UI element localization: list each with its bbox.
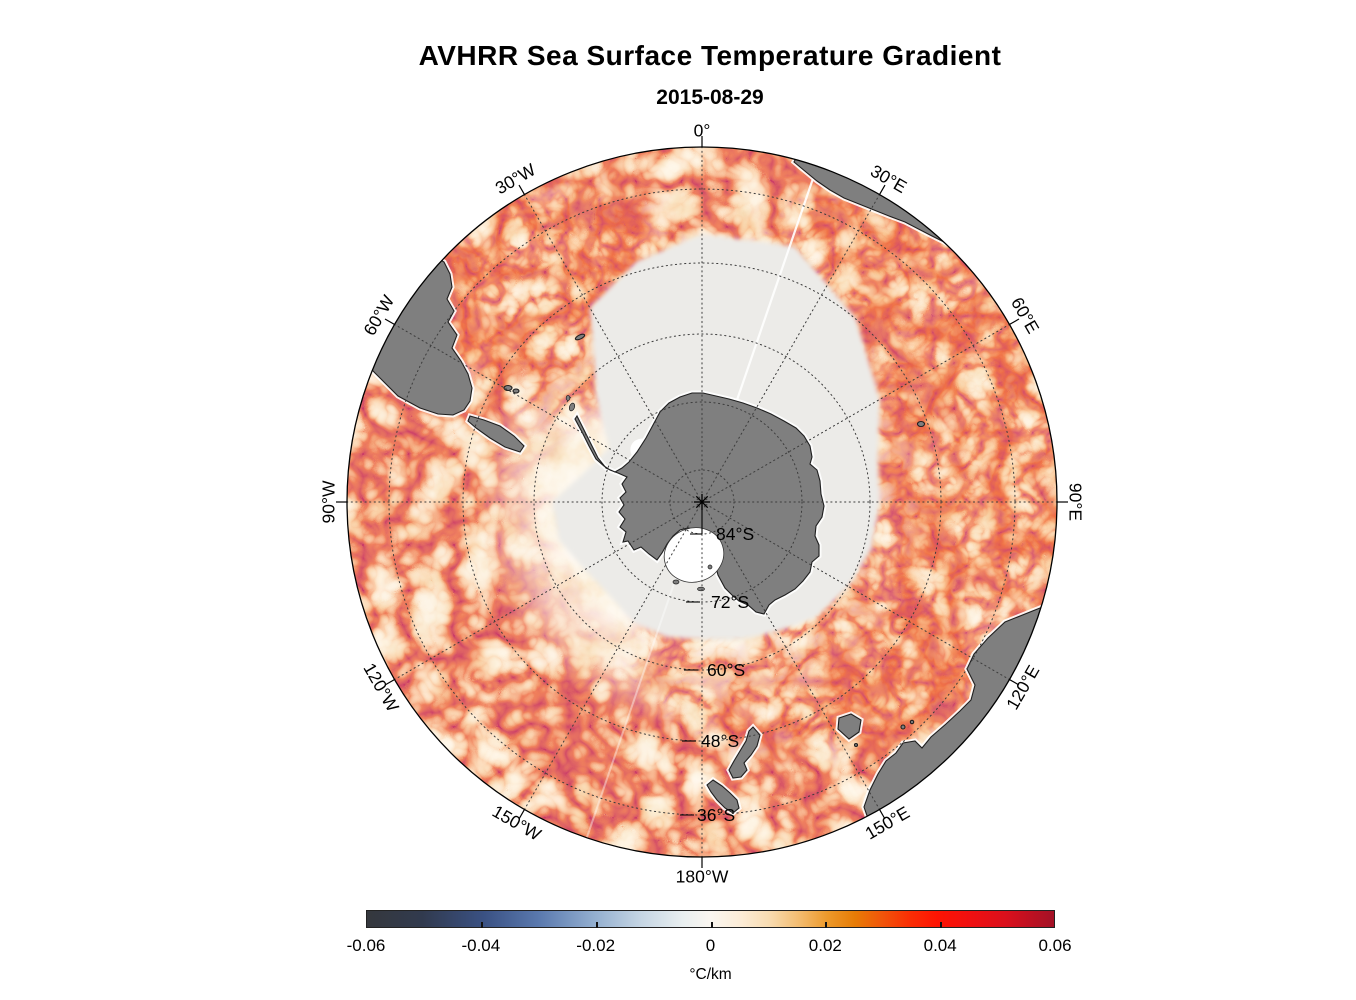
- lat-label-36s: 36°S: [697, 805, 735, 825]
- lon-label-90e: 90°E: [1065, 483, 1085, 521]
- latitude-labels: 84°S 72°S 60°S 48°S 36°S: [697, 524, 754, 825]
- colorbar-tick-label: -0.04: [461, 936, 501, 955]
- figure-date-subtitle: 2015-08-29: [656, 86, 764, 109]
- colorbar-tick-label: 0.04: [923, 936, 957, 955]
- lat-label-60s: 60°S: [707, 660, 745, 680]
- colorbar-tick: [480, 922, 483, 928]
- colorbar-tick-label: 0: [705, 936, 716, 955]
- falkland-islands-east: [512, 388, 520, 394]
- figure-title: AVHRR Sea Surface Temperature Gradient: [418, 40, 1002, 71]
- longitude-ticks: [336, 136, 1068, 868]
- colorbar: -0.06 -0.04 -0.02 0 0.02 0.04 0.06 °C/km: [347, 910, 1072, 990]
- south-georgia-island: [574, 333, 586, 341]
- lon-label-0: 0°: [694, 121, 711, 141]
- lat-label-72s: 72°S: [711, 592, 749, 612]
- lon-label-180w: 180°W: [676, 867, 729, 887]
- peninsula-tip-island-2: [565, 395, 571, 401]
- colorbar-tick-label: 0.06: [1038, 936, 1072, 955]
- colorbar-tick: [595, 922, 598, 928]
- colorbar-tick: [825, 922, 828, 928]
- colorbar-tick-label: -0.02: [576, 936, 616, 955]
- ross-island: [707, 564, 713, 570]
- colorbar-unit-label: °C/km: [689, 966, 732, 983]
- bass-strait-island: [900, 724, 906, 730]
- tasmania-islet: [853, 742, 859, 748]
- graticule: [347, 147, 1057, 857]
- colorbar-tick: [710, 922, 713, 928]
- lat-label-48s: 48°S: [701, 731, 739, 751]
- peninsula-tip-island: [568, 402, 576, 412]
- latitude-ticks: [680, 502, 703, 816]
- lat-label-84s: 84°S: [716, 524, 754, 544]
- falkland-islands: [503, 384, 513, 392]
- colorbar-tick-label: -0.06: [346, 936, 386, 955]
- bass-strait-island-2: [909, 719, 915, 725]
- lon-label-90w: 90°W: [319, 480, 339, 523]
- kerguelen-island: [916, 420, 926, 428]
- peripheral-landmasses: [351, 147, 1057, 857]
- colorbar-tick-label: 0.02: [808, 936, 842, 955]
- colorbar-tick: [940, 922, 943, 928]
